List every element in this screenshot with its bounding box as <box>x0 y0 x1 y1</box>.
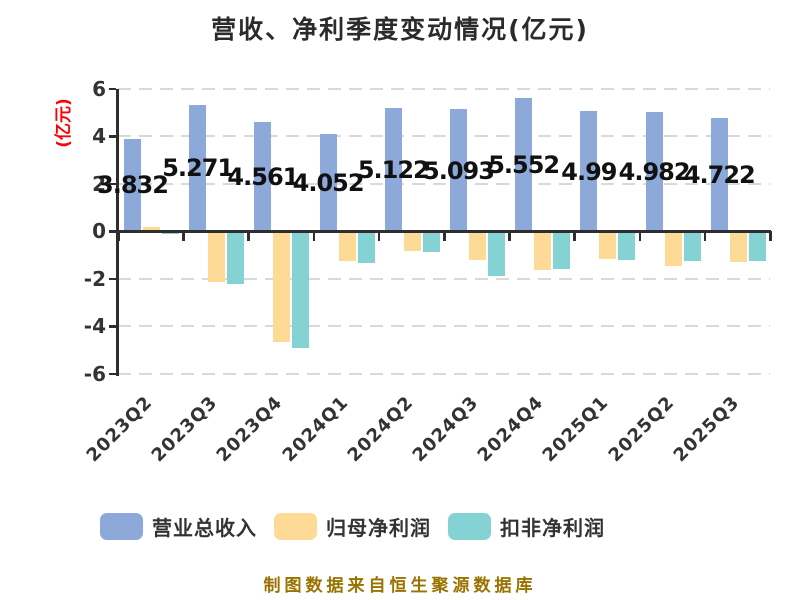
x-tick-8 <box>638 231 642 241</box>
x-axis-label-2024Q3: 2024Q3 <box>408 392 483 467</box>
bar-net-profit-2025Q3 <box>729 233 747 262</box>
y-tick-6 <box>109 87 116 90</box>
bar-revenue-2024Q3 <box>450 109 467 230</box>
legend: 营业总收入 归母净利润 扣非净利润 <box>100 512 700 541</box>
bar-net-profit-2025Q1 <box>599 233 617 260</box>
y-tick-label-0: 0 <box>92 219 106 243</box>
bar-revenue-2025Q2 <box>645 111 663 230</box>
bar-revenue-2023Q3 <box>189 104 207 230</box>
bar-value-label-2023Q4: 4.561 <box>227 162 299 191</box>
bar-revenue-2025Q3 <box>710 117 728 230</box>
bar-revenue-2024Q1 <box>319 133 337 230</box>
bar-revenue-2024Q4 <box>515 98 533 230</box>
y-tick-label--2: -2 <box>83 266 106 291</box>
legend-label-net-profit-excl-nonrecurring: 扣非净利润 <box>500 516 605 540</box>
y-tick-label-4: 4 <box>92 124 106 148</box>
bar-value-label-2023Q3: 5.271 <box>162 154 234 183</box>
bar-net-profit-excl-nonrecurring-2024Q3 <box>488 233 505 277</box>
y-tick-2 <box>109 182 116 185</box>
bar-value-label-2024Q4: 5.552 <box>488 151 560 180</box>
chart-title: 营收、净利季度变动情况(亿元) <box>211 15 589 44</box>
x-axis-label-2024Q2: 2024Q2 <box>343 392 418 467</box>
bar-net-profit-excl-nonrecurring-2024Q4 <box>553 233 571 269</box>
gridline--4 <box>118 325 770 327</box>
bar-net-profit-2024Q3 <box>469 233 486 261</box>
x-tick-9 <box>703 231 707 241</box>
bar-value-label-2024Q1: 4.052 <box>292 168 365 197</box>
x-tick-2 <box>247 231 250 241</box>
bar-net-profit-2024Q4 <box>534 233 552 271</box>
x-axis-label-2025Q2: 2025Q2 <box>604 392 679 467</box>
x-axis-label-2023Q3: 2023Q3 <box>147 392 223 467</box>
y-tick--6 <box>109 372 116 375</box>
bar-net-profit-2023Q2 <box>143 226 160 230</box>
y-tick-label--4: -4 <box>83 314 106 338</box>
legend-item-net-profit-excl-nonrecurring: 扣非净利润 <box>448 512 605 541</box>
bar-net-profit-excl-nonrecurring-2023Q2 <box>162 233 179 235</box>
bar-revenue-2025Q1 <box>580 111 598 230</box>
gridline-6 <box>118 87 770 90</box>
y-tick--4 <box>109 325 116 328</box>
bar-net-profit-2023Q4 <box>273 233 291 342</box>
legend-swatch-revenue <box>100 513 143 540</box>
bar-revenue-2023Q2 <box>124 138 141 230</box>
gridline-2 <box>118 182 770 185</box>
legend-label-revenue: 营业总收入 <box>152 516 257 540</box>
x-axis-label-2023Q4: 2023Q4 <box>213 392 288 467</box>
bar-value-label-2024Q2: 5.122 <box>357 156 430 185</box>
bar-net-profit-excl-nonrecurring-2024Q2 <box>422 233 440 252</box>
bar-value-label-2025Q1: 4.99 <box>561 157 617 186</box>
x-tick-3 <box>312 231 316 241</box>
x-tick-5 <box>443 231 446 241</box>
bar-net-profit-2025Q2 <box>664 233 682 267</box>
bar-net-profit-excl-nonrecurring-2025Q1 <box>618 233 636 261</box>
bar-net-profit-excl-nonrecurring-2024Q1 <box>357 233 375 264</box>
x-tick-1 <box>182 231 185 241</box>
bar-value-label-2024Q3: 5.093 <box>423 156 495 185</box>
y-tick-label-6: 6 <box>92 76 106 101</box>
gridline-4 <box>118 135 770 137</box>
bar-net-profit-excl-nonrecurring-2025Q2 <box>683 233 701 261</box>
bar-net-profit-2024Q2 <box>403 233 421 252</box>
bar-net-profit-excl-nonrecurring-2023Q3 <box>227 233 245 285</box>
data-source-note: 制图数据来自恒生聚源数据库 <box>263 576 537 596</box>
x-tick-0 <box>117 231 120 241</box>
legend-swatch-net-profit-excl-nonrecurring <box>448 513 491 540</box>
legend-item-revenue: 营业总收入 <box>100 512 257 541</box>
x-tick-10 <box>769 231 772 241</box>
bar-net-profit-excl-nonrecurring-2025Q3 <box>748 233 766 261</box>
y-tick-4 <box>109 135 116 138</box>
bar-revenue-2023Q4 <box>254 121 272 230</box>
x-tick-4 <box>377 231 381 241</box>
y-tick-0 <box>109 230 116 233</box>
x-tick-7 <box>573 231 576 241</box>
x-tick-6 <box>508 231 511 241</box>
gridline--6 <box>118 372 770 375</box>
y-tick-label--6: -6 <box>83 361 106 386</box>
gridline--2 <box>118 277 770 280</box>
bar-net-profit-2024Q1 <box>338 233 356 262</box>
bar-revenue-2024Q2 <box>384 108 402 230</box>
bar-value-label-2023Q2: 3.832 <box>97 171 169 200</box>
legend-label-net-profit: 归母净利润 <box>326 516 431 540</box>
x-axis-label-2025Q3: 2025Q3 <box>669 392 744 467</box>
bar-net-profit-excl-nonrecurring-2023Q4 <box>292 233 310 349</box>
x-axis-label-2024Q1: 2024Q1 <box>278 392 353 467</box>
y-tick--2 <box>109 277 116 280</box>
bar-value-label-2025Q3: 4.722 <box>683 160 756 189</box>
bar-net-profit-2023Q3 <box>208 233 226 282</box>
y-tick-label-2: 2 <box>92 171 106 196</box>
bar-value-label-2025Q2: 4.982 <box>618 157 691 186</box>
x-axis-label-2024Q4: 2024Q4 <box>473 392 549 467</box>
legend-item-net-profit: 归母净利润 <box>274 512 431 541</box>
x-axis-label-2023Q2: 2023Q2 <box>82 392 157 467</box>
legend-swatch-net-profit <box>274 513 317 540</box>
x-axis-label-2025Q1: 2025Q1 <box>539 392 614 467</box>
